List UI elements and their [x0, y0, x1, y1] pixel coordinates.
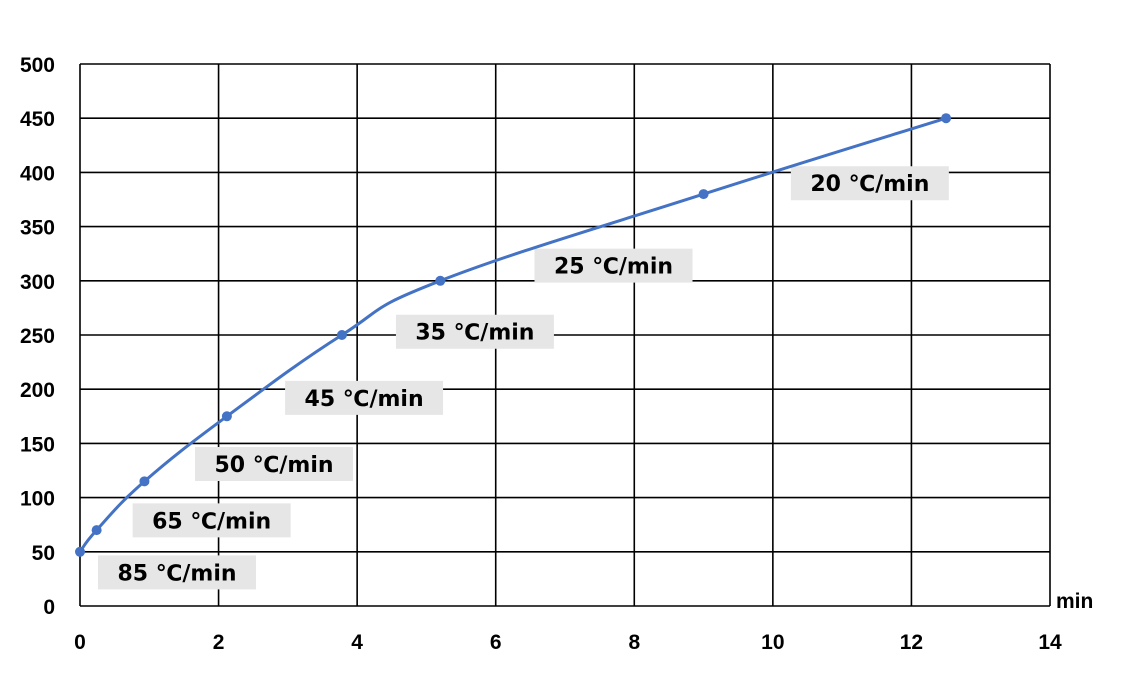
rate-label-background — [195, 446, 353, 481]
rate-label-text: 35 ℃/min — [415, 321, 534, 346]
rate-label: 20 ℃/min — [790, 166, 949, 201]
rate-label: 85 ℃/min — [98, 555, 256, 590]
rate-label: 35 ℃/min — [395, 314, 554, 349]
x-tick-label: 0 — [74, 631, 86, 654]
y-tick-label: 250 — [20, 325, 55, 348]
rate-label: 25 ℃/min — [534, 248, 693, 283]
y-tick-label: 100 — [20, 488, 55, 511]
data-point — [221, 411, 232, 422]
rate-label-text: 50 ℃/min — [214, 453, 333, 478]
x-tick-label: 6 — [490, 631, 502, 654]
rate-label: 45 ℃/min — [285, 380, 444, 415]
y-tick-label: 450 — [20, 108, 55, 131]
series-layer — [75, 113, 952, 557]
y-tick-label: 400 — [20, 162, 55, 185]
y-tick-label: 200 — [20, 379, 55, 402]
rate-annotations: 85 ℃/min 65 ℃/min 50 ℃/min 45 ℃/min 35 ℃/min… — [98, 166, 949, 590]
data-point — [75, 546, 85, 557]
x-tick-label: 10 — [761, 631, 784, 654]
y-tick-label: 0 — [43, 596, 55, 619]
rate-label: 50 ℃/min — [195, 446, 353, 481]
rate-label-background — [395, 314, 554, 349]
rate-label-text: 20 ℃/min — [810, 172, 929, 197]
data-point — [941, 113, 952, 124]
rate-label-background — [285, 380, 444, 415]
x-tick-label: 12 — [900, 631, 923, 654]
rate-label-text: 45 ℃/min — [305, 387, 424, 412]
y-tick-label: 50 — [32, 542, 55, 565]
rate-label: 65 ℃/min — [132, 503, 291, 538]
y-axis-ticks: 0 50 100 150 200 250 300 350 400 450 500 — [20, 54, 55, 619]
x-tick-label: 2 — [213, 631, 225, 654]
rate-label-background — [132, 503, 291, 538]
data-point — [435, 275, 446, 286]
y-tick-label: 300 — [20, 271, 55, 294]
series-line — [78, 116, 947, 553]
x-tick-label: 14 — [1038, 631, 1062, 654]
rate-label-text: 65 ℃/min — [152, 509, 271, 534]
rate-label-background — [534, 248, 693, 283]
y-tick-label: 500 — [20, 54, 55, 77]
data-point — [698, 189, 709, 200]
data-point — [91, 525, 102, 536]
y-tick-label: 350 — [20, 217, 55, 240]
data-point — [336, 330, 347, 340]
x-axis-unit-label: min — [1056, 590, 1093, 613]
rate-label-background — [98, 555, 256, 590]
rate-label-background — [790, 166, 949, 201]
x-tick-label: 4 — [351, 631, 363, 654]
grid — [79, 63, 1051, 607]
rate-label-text: 85 ℃/min — [117, 561, 236, 586]
x-tick-label: 8 — [628, 631, 640, 654]
data-point — [139, 476, 150, 487]
y-tick-label: 150 — [20, 433, 55, 456]
rate-label-text: 25 ℃/min — [554, 255, 673, 280]
x-axis-ticks: 0 2 4 6 8 10 12 14 — [74, 631, 1062, 654]
